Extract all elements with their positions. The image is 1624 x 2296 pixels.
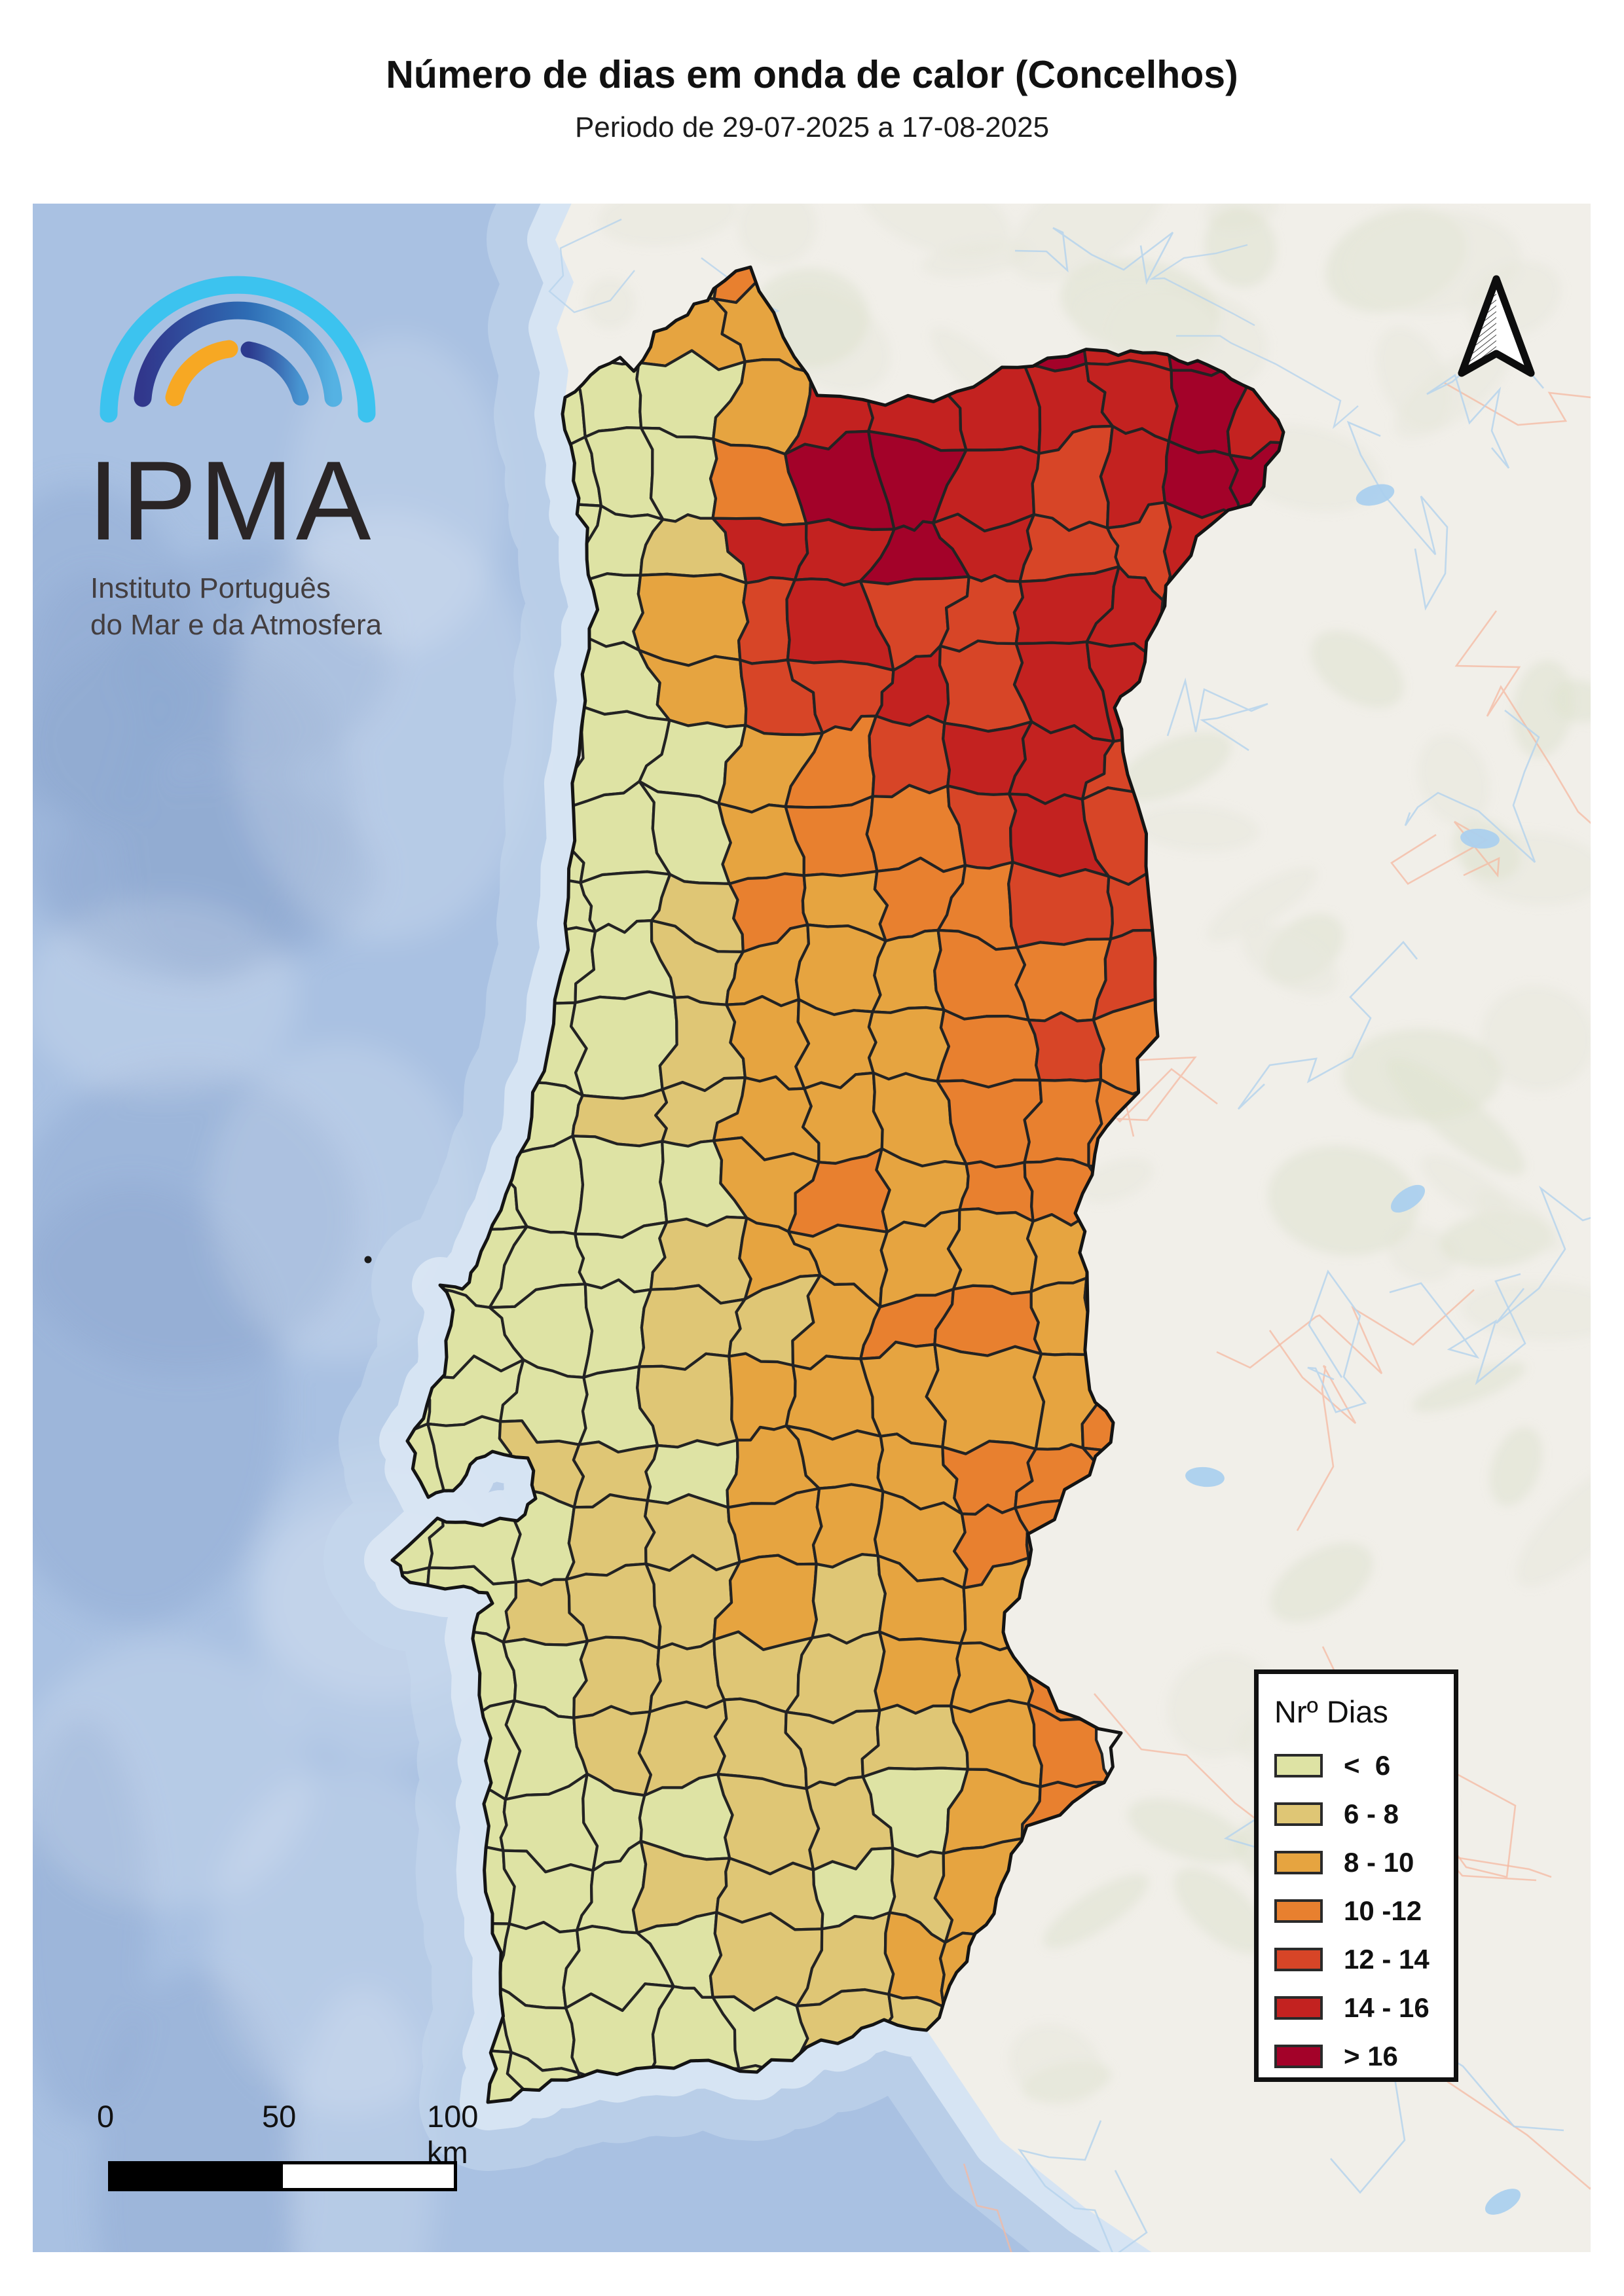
legend-label: < 6 (1344, 1750, 1391, 1781)
report-header: Número de dias em onda de calor (Concelh… (0, 0, 1624, 144)
portugal-outline (390, 265, 1285, 2104)
ipma-acronym: IPMA (88, 438, 374, 564)
scale-label-50: 50 (262, 2099, 297, 2134)
municipality-cell (1027, 1011, 1105, 1083)
scale-label-0: 0 (97, 2099, 115, 2134)
legend-label: 6 - 8 (1344, 1798, 1399, 1829)
reservoir (1390, 1184, 1426, 1213)
legend-title: Nrº Dias (1274, 1694, 1388, 1729)
municipality-cell (794, 923, 887, 1016)
reservoir (1185, 1467, 1225, 1487)
legend-row: 12 - 14 (1259, 1935, 1454, 1984)
reservoir (1460, 828, 1500, 849)
legend-swatch (1274, 1754, 1323, 1777)
legend-row: > 16 (1259, 2032, 1454, 2081)
scale-bar-graphic (108, 2161, 457, 2191)
municipality-cell (811, 1553, 887, 1645)
legend-row: 10 -12 (1259, 1887, 1454, 1935)
legend-label: 10 -12 (1344, 1895, 1422, 1926)
legend-swatch (1274, 2045, 1323, 2068)
reservoir (1356, 484, 1395, 506)
legend-swatch (1274, 1802, 1323, 1826)
berlengas-islet (364, 1256, 372, 1264)
scale-bar-black-half (111, 2164, 283, 2188)
legend-swatch (1274, 1899, 1323, 1923)
map-subtitle: Periodo de 29-07-2025 a 17-08-2025 (574, 111, 1050, 143)
legend-label: 12 - 14 (1344, 1944, 1430, 1975)
map-legend: Nrº Dias < 6 6 - 8 8 - 10 10 -12 12 - 14 14 -… (1254, 1669, 1458, 2082)
municipality-cell (572, 1635, 662, 1719)
municipality-cell (632, 572, 750, 667)
legend-label: 8 - 10 (1344, 1847, 1414, 1878)
municipality-cell (1007, 860, 1115, 949)
ipma-fullname-line1: Instituto Português (90, 572, 331, 604)
legend-rows: < 6 6 - 8 8 - 10 10 -12 12 - 14 14 - 16 > 16 (1259, 1741, 1454, 2081)
scale-bar: 0 50 100 km (92, 2098, 511, 2203)
municipality-cell (874, 1630, 963, 1715)
ipma-fullname-line2: do Mar e da Atmosfera (90, 609, 382, 642)
legend-row: < 6 (1259, 1741, 1454, 1790)
legend-row: 8 - 10 (1259, 1838, 1454, 1887)
legend-swatch (1274, 1851, 1323, 1874)
legend-row: 6 - 8 (1259, 1790, 1454, 1838)
ipma-fullname: Instituto Português do Mar e da Atmosfer… (90, 570, 392, 644)
legend-swatch (1274, 1948, 1323, 1971)
municipality-cell (571, 1135, 669, 1239)
legend-label: > 16 (1344, 2041, 1398, 2071)
scale-label-100: 100 km (427, 2099, 479, 2170)
reservoir (1485, 2189, 1521, 2215)
municipality-cell (946, 1207, 1038, 1296)
municipality-cell (925, 1343, 1046, 1455)
legend-label: 14 - 16 (1344, 1992, 1430, 2023)
north-arrow-icon (1458, 275, 1535, 377)
ipma-logo: IPMA Instituto Português do Mar e da Atm… (84, 250, 392, 644)
map-title: Número de dias em onda de calor (Concelh… (386, 53, 1238, 96)
municipality-cell (936, 1008, 1041, 1089)
legend-swatch (1274, 1996, 1323, 2020)
municipality-cell (867, 1006, 951, 1083)
spain-relief (585, 204, 1591, 2106)
legend-row: 14 - 16 (1259, 1984, 1454, 2032)
ipma-logo-arcs-icon (100, 276, 376, 423)
